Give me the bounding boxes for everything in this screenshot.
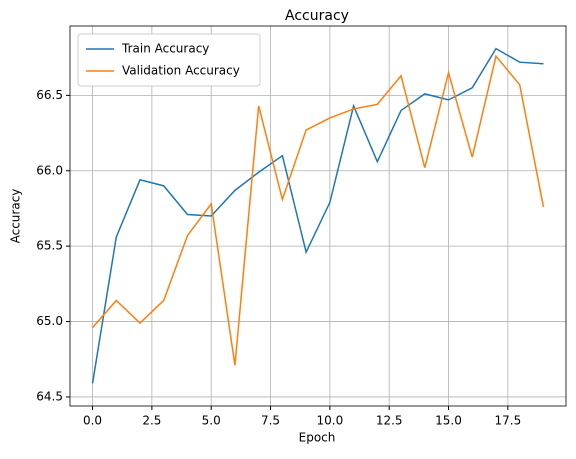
y-tick-label: 65.0 (36, 314, 63, 328)
x-tick-label: 5.0 (202, 414, 221, 428)
legend-box (77, 33, 261, 87)
legend-label: Validation Accuracy (122, 64, 240, 78)
x-tick-label: 17.5 (494, 414, 521, 428)
x-axis-label: Epoch (299, 431, 336, 445)
y-tick-label: 65.5 (36, 239, 63, 253)
legend-label: Train Accuracy (121, 42, 209, 56)
x-tick-label: 7.5 (261, 414, 280, 428)
x-tick-label: 2.5 (142, 414, 161, 428)
plot-frame (69, 25, 567, 407)
line (91, 54, 545, 366)
chart-title: Accuracy (285, 8, 349, 24)
y-tick-label: 66.0 (36, 163, 63, 177)
y-axis-label: Accuracy (9, 189, 23, 244)
x-tick-label: 0.0 (83, 414, 102, 428)
x-tick-label: 10.0 (317, 414, 344, 428)
x-tick-label: 15.0 (435, 414, 462, 428)
y-tick-label: 66.5 (36, 88, 63, 102)
legend: Train Accuracy Validation Accuracy (77, 33, 261, 87)
x-tick-label: 12.5 (376, 414, 403, 428)
line (91, 47, 544, 384)
y-tick-label: 64.5 (36, 389, 63, 403)
